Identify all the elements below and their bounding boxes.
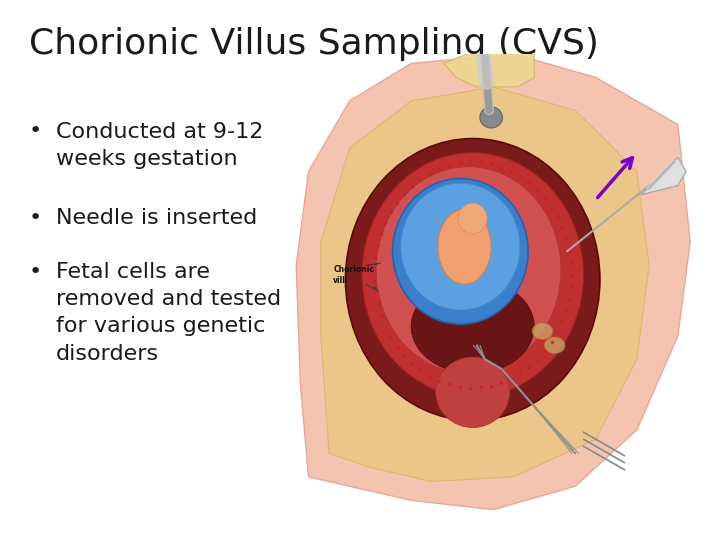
Polygon shape [641, 157, 686, 195]
Ellipse shape [459, 203, 487, 234]
Ellipse shape [436, 357, 510, 428]
Ellipse shape [392, 179, 528, 324]
Polygon shape [444, 52, 534, 87]
Text: •: • [29, 122, 42, 141]
Ellipse shape [480, 107, 503, 128]
Text: •: • [29, 208, 42, 228]
Text: Chorionic Villus Sampling (CVS): Chorionic Villus Sampling (CVS) [29, 27, 598, 61]
Ellipse shape [532, 323, 553, 340]
Text: •: • [29, 262, 42, 282]
Ellipse shape [346, 139, 600, 421]
Ellipse shape [401, 183, 520, 310]
Polygon shape [296, 54, 690, 510]
Text: Conducted at 9-12
weeks gestation: Conducted at 9-12 weeks gestation [56, 122, 264, 168]
Text: Needle is inserted: Needle is inserted [56, 208, 258, 228]
Text: Chorionic
villi: Chorionic villi [333, 265, 374, 285]
Ellipse shape [362, 153, 583, 397]
Ellipse shape [544, 337, 565, 354]
Ellipse shape [438, 209, 491, 284]
Ellipse shape [411, 280, 534, 374]
Polygon shape [321, 87, 649, 482]
Ellipse shape [377, 167, 561, 374]
Text: Fetal cells are
removed and tested
for various genetic
disorders: Fetal cells are removed and tested for v… [56, 262, 282, 363]
